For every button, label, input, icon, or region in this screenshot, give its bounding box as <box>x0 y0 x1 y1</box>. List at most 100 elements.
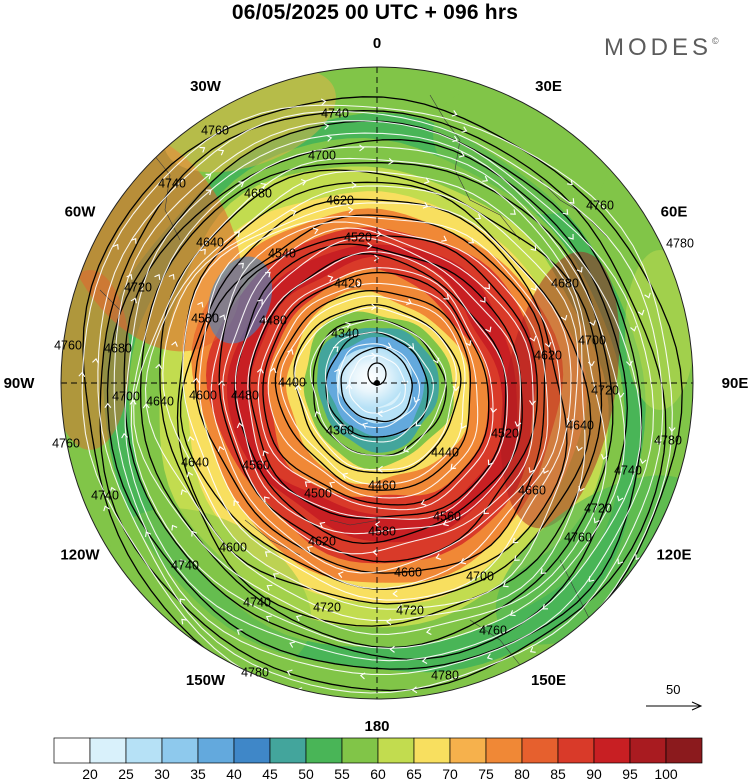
streamline-arrow <box>421 657 428 665</box>
streamline-arrow <box>121 432 128 439</box>
colorbar-label: 85 <box>550 766 566 782</box>
longitude-label: 0 <box>373 35 381 52</box>
contour-label: 4760 <box>54 339 82 353</box>
height-contour <box>248 253 507 519</box>
streamline-arrow <box>320 98 327 106</box>
contour-label: 4680 <box>104 342 132 356</box>
streamline-arrow <box>458 151 465 158</box>
contour-label: 4720 <box>313 601 341 615</box>
streamline-arrow <box>542 603 549 610</box>
contour-label: 4560 <box>433 510 461 524</box>
contour-label: 4760 <box>479 624 507 638</box>
contour-value: 4500 <box>304 487 332 501</box>
contour-label: 4420 <box>334 277 362 291</box>
contour-value: 4600 <box>219 541 247 555</box>
streamline-arrow <box>377 465 383 473</box>
contour-label: 4640 <box>196 236 224 250</box>
streamline-arrow <box>219 314 226 321</box>
streamline-arrow <box>397 603 403 611</box>
contour-label: 4720 <box>124 281 152 295</box>
colorbar-swatch <box>485 737 523 764</box>
streamline-arrow <box>377 410 383 418</box>
colorbar-label: 70 <box>442 766 458 782</box>
contour-label: 4620 <box>534 349 562 363</box>
vortex-core <box>336 348 404 408</box>
streamline-arrow <box>510 209 516 215</box>
longitude-label: 120E <box>656 547 691 564</box>
streamline-arrow <box>109 486 117 493</box>
streamline-arrow <box>435 553 442 560</box>
streamline <box>247 251 508 520</box>
streamline-arrow <box>103 505 110 512</box>
colorbar-swatch <box>341 737 379 764</box>
streamline-arrow <box>319 521 326 529</box>
colorbar-label: 75 <box>478 766 494 782</box>
contour-value: 4760 <box>54 339 82 353</box>
contour-label: 4700 <box>112 390 140 404</box>
streamline-arrow <box>262 450 269 457</box>
streamline-arrow <box>104 402 112 409</box>
streamline-arrow <box>578 485 585 492</box>
contour-value: 4660 <box>518 484 546 498</box>
streamline-arrow <box>329 481 336 488</box>
streamline-arrow <box>617 392 625 398</box>
contour-label: 4460 <box>368 479 396 493</box>
streamline-arrow <box>187 436 195 442</box>
coastline <box>429 94 521 241</box>
streamline-arrow <box>371 352 377 360</box>
streamline-arrow <box>593 517 600 524</box>
contour-value: 4780 <box>431 669 459 683</box>
contour-label: 4700 <box>308 149 336 163</box>
contour-value: 4360 <box>326 424 354 438</box>
streamline-arrow <box>342 472 348 480</box>
height-contour <box>218 234 538 563</box>
contour-value: 4480 <box>231 389 259 403</box>
contour-label: 4400 <box>278 376 306 390</box>
streamline-arrow <box>528 467 535 474</box>
streamline-arrow <box>568 233 574 240</box>
contour-value: 4620 <box>308 535 336 549</box>
contour-value: 4660 <box>394 566 422 580</box>
colorbar-swatch <box>269 737 307 764</box>
streamline-arrow <box>355 280 362 288</box>
height-contour <box>293 304 462 474</box>
streamline-arrow <box>374 521 381 528</box>
contour-value: 4760 <box>201 124 229 138</box>
map-boundary <box>60 66 694 700</box>
contour-value: 4760 <box>586 199 614 213</box>
streamline-arrow <box>304 481 311 487</box>
streamline-arrow <box>78 371 86 378</box>
height-contour <box>274 289 472 491</box>
streamline-arrow <box>542 467 549 474</box>
streamline <box>97 110 664 694</box>
streamline <box>294 307 457 471</box>
streamline-arrow <box>617 495 624 502</box>
colorbar-label: 45 <box>262 766 278 782</box>
logo-text: MODES <box>604 34 713 61</box>
streamline-arrow <box>529 646 536 653</box>
streamline-arrow <box>289 641 296 648</box>
map-title: 06/05/2025 00 UTC + 096 hrs <box>231 1 519 24</box>
streamline-arrow <box>348 206 354 214</box>
streamline-arrow <box>413 396 420 403</box>
contour-value: 4640 <box>566 419 594 433</box>
contour-label: 4440 <box>431 446 459 460</box>
contour-label: 4580 <box>191 312 219 326</box>
contour-label: 4740 <box>614 464 642 478</box>
streamline-arrow <box>513 555 520 561</box>
streamline-arrow <box>566 418 574 424</box>
colorbar-swatch <box>233 737 271 764</box>
streamline-arrow <box>588 576 595 582</box>
longitude-label: 150E <box>531 672 566 689</box>
coastline <box>329 519 381 526</box>
longitude-label: 120W <box>60 547 100 564</box>
streamline-arrow <box>589 320 596 326</box>
streamline-arrow <box>487 459 494 466</box>
colorbar-swatch <box>377 737 415 764</box>
low-pressure-center <box>367 362 387 386</box>
colorbar-label: 20 <box>82 766 98 782</box>
streamline-arrow <box>482 175 489 182</box>
colorbar-swatch <box>125 737 163 764</box>
streamline-arrow <box>180 559 186 566</box>
streamline-arrow <box>264 496 270 503</box>
